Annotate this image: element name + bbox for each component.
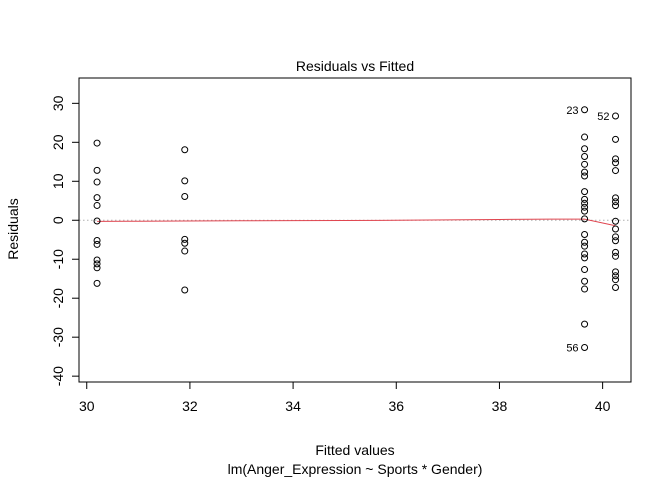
data-point bbox=[181, 146, 189, 154]
data-point bbox=[612, 135, 620, 143]
x-tick-label: 40 bbox=[595, 398, 611, 414]
data-point bbox=[181, 239, 189, 247]
data-point bbox=[581, 242, 589, 250]
data-point bbox=[93, 264, 101, 272]
data-point bbox=[581, 207, 589, 215]
data-point bbox=[93, 279, 101, 287]
x-axis-title: Fitted values bbox=[315, 442, 394, 458]
data-point bbox=[93, 256, 101, 264]
data-point bbox=[612, 272, 620, 280]
data-point bbox=[612, 198, 620, 206]
data-point bbox=[581, 277, 589, 285]
y-axis-title: Residuals bbox=[5, 198, 21, 259]
y-tick-label: -40 bbox=[50, 366, 66, 386]
model-formula-subtitle: lm(Anger_Expression ~ Sports * Gender) bbox=[228, 461, 483, 477]
data-point bbox=[612, 194, 620, 202]
x-tick-label: 36 bbox=[388, 398, 404, 414]
data-point bbox=[581, 199, 589, 207]
data-point bbox=[612, 167, 620, 175]
data-point bbox=[93, 240, 101, 248]
data-point bbox=[581, 172, 589, 180]
data-point bbox=[612, 248, 620, 256]
data-point bbox=[612, 283, 620, 291]
data-point bbox=[612, 252, 620, 260]
data-points bbox=[93, 106, 620, 352]
data-point bbox=[612, 233, 620, 241]
data-point bbox=[581, 266, 589, 274]
data-point bbox=[581, 195, 589, 203]
data-point bbox=[612, 268, 620, 276]
data-point bbox=[612, 202, 620, 210]
data-point bbox=[581, 250, 589, 258]
data-point bbox=[581, 160, 589, 168]
data-point bbox=[581, 168, 589, 176]
data-point bbox=[581, 320, 589, 328]
data-point bbox=[181, 235, 189, 243]
data-point bbox=[581, 153, 589, 161]
y-tick-label: 30 bbox=[50, 95, 66, 111]
data-point bbox=[612, 217, 620, 225]
x-tick-label: 32 bbox=[182, 398, 198, 414]
data-point bbox=[181, 247, 189, 255]
y-tick-label: 10 bbox=[50, 173, 66, 189]
y-tick-label: -30 bbox=[50, 327, 66, 347]
x-axis: 30 32 34 36 38 40 bbox=[79, 381, 611, 414]
data-point bbox=[93, 139, 101, 147]
data-point bbox=[93, 260, 101, 268]
data-point bbox=[612, 112, 620, 120]
smoother-line bbox=[97, 218, 616, 227]
x-tick-label: 30 bbox=[79, 398, 95, 414]
data-point bbox=[93, 178, 101, 186]
point-label: 56 bbox=[566, 343, 578, 355]
data-point bbox=[581, 238, 589, 246]
data-point bbox=[581, 344, 589, 352]
data-point bbox=[581, 215, 589, 223]
y-axis: -40 -30 -20 -10 0 10 20 30 bbox=[50, 95, 80, 386]
data-point bbox=[181, 177, 189, 185]
y-tick-label: 20 bbox=[50, 134, 66, 150]
data-point bbox=[181, 286, 189, 294]
data-point bbox=[581, 106, 589, 114]
point-label: 23 bbox=[566, 105, 578, 117]
data-point bbox=[612, 159, 620, 167]
data-point bbox=[612, 276, 620, 284]
data-point bbox=[581, 145, 589, 153]
y-tick-label: -10 bbox=[50, 249, 66, 269]
x-tick-label: 38 bbox=[492, 398, 508, 414]
data-point bbox=[93, 217, 101, 225]
data-point bbox=[581, 254, 589, 262]
point-label: 52 bbox=[597, 111, 609, 123]
data-point bbox=[581, 285, 589, 293]
data-point bbox=[181, 192, 189, 200]
outlier-labels: 23 56 52 bbox=[566, 105, 609, 355]
data-point bbox=[93, 194, 101, 202]
x-tick-label: 34 bbox=[285, 398, 301, 414]
data-point bbox=[581, 133, 589, 141]
data-point bbox=[612, 225, 620, 233]
y-tick-label: 0 bbox=[50, 216, 66, 224]
data-point bbox=[581, 203, 589, 211]
data-point bbox=[612, 155, 620, 163]
data-point bbox=[581, 230, 589, 238]
chart-title: Residuals vs Fitted bbox=[296, 58, 414, 74]
data-point bbox=[93, 237, 101, 245]
data-point bbox=[581, 188, 589, 196]
data-point bbox=[93, 166, 101, 174]
data-point bbox=[612, 237, 620, 245]
data-point bbox=[93, 201, 101, 209]
y-tick-label: -20 bbox=[50, 288, 66, 308]
